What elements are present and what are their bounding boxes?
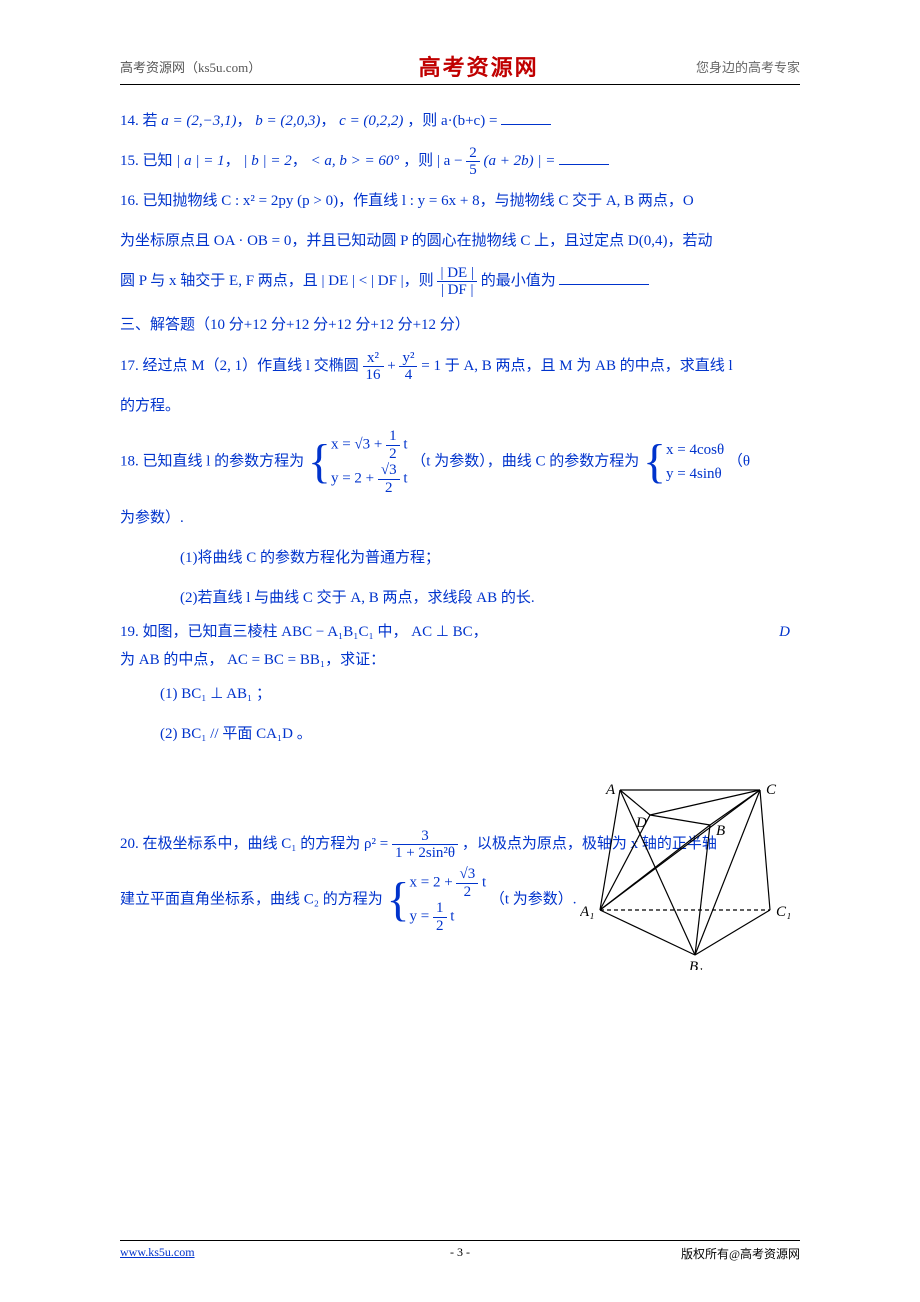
question-17-l1: 17. 经过点 M（2, 1）作直线 l 交椭圆 x² 16 + y² 4 = … [120,348,800,384]
q17-f2-num: y² [399,350,417,368]
q18-s1r2b: t [403,470,407,486]
q18-s2r2: y = 4sinθ [666,462,724,486]
question-15: 15. 已知 | a | = 1， | b | = 2， < a, b > = … [120,143,800,179]
q18-s1r1b: t [403,436,407,452]
q18-l1a: 18. 已知直线 l 的参数方程为 [120,453,308,469]
q15-expr-tail: (a + 2b) | = [484,153,560,169]
svg-text:D: D [635,815,647,831]
footer-center: - 3 - [120,1245,800,1260]
q15-frac: 2 5 [466,145,480,179]
q17-plus: + [387,358,399,374]
svg-text:B₁: B₁ [689,959,703,970]
q18-s1r2a: y = 2 + [331,470,378,486]
svg-text:A₁: A₁ [580,904,594,920]
brace-icon: { [308,438,331,486]
question-18-l2: 为参数）. [120,500,800,536]
svg-text:B: B [716,823,725,839]
question-16-l2: 为坐标原点且 OA · OB = 0，并且已知动圆 P 的圆心在抛物线 C 上，… [120,223,800,259]
header-left: 高考资源网（ks5u.com） [120,57,261,76]
q15-angle: < a, b > = 60° [311,153,400,169]
q20-sys: { x = 2 + √32 t y = 12 t [387,866,487,934]
question-19-l1: 19. 如图，已知直三棱柱 ABC − A₁B₁C₁ 中， AC ⊥ BC， D [120,620,800,644]
question-18-l1: 18. 已知直线 l 的参数方程为 { x = √3 + 12 t y = 2 … [120,428,800,496]
q20-frac: 3 1 + 2sin²θ [392,828,458,862]
q18-sys2: { x = 4cosθ y = 4sinθ [643,438,724,486]
q16-l3a: 圆 P 与 x 轴交于 E, F 两点，且 | DE | < | DF |，则 [120,273,437,289]
q17-frac1: x² 16 [363,350,384,384]
q15-expr-label: ，则 | a − [403,153,466,169]
q17-l1b: = 1 于 A, B 两点，且 M 为 AB 的中点，求直线 l [421,358,732,374]
q20-l2a: 建立平面直角坐标系，曲线 C₂ 的方程为 [120,891,387,907]
q16-frac-den: | DF | [437,282,477,299]
q18-sys1: { x = √3 + 12 t y = 2 + √32 t [308,428,408,496]
q20-s2-frac: 12 [433,900,447,934]
q15-frac-num: 2 [466,145,480,163]
section-3-header: 三、解答题（10 分+12 分+12 分+12 分+12 分+12 分） [120,313,800,334]
q19-l1b: D [779,620,790,644]
question-16-l3: 圆 P 与 x 轴交于 E, F 两点，且 | DE | < | DF |，则 … [120,263,800,299]
q20-s2a: y = [410,908,433,924]
q18-s1r1-frac: 12 [386,428,400,462]
q17-l1a: 17. 经过点 M（2, 1）作直线 l 交椭圆 [120,358,363,374]
q18-l1b: （t 为参数），曲线 C 的参数方程为 [411,453,643,469]
q18-l1c: （θ [728,453,750,469]
q20-s1a: x = 2 + [410,874,457,890]
q15-modb: | b | = 2 [243,153,291,169]
q20-s1-frac: √32 [456,866,478,900]
q18-s1r1a: x = √3 + [331,436,386,452]
brace-icon: { [643,438,666,486]
brace-icon: { [387,876,410,924]
q14-prefix: 14. 若 [120,113,158,129]
question-16-l1: 16. 已知抛物线 C : x² = 2py (p > 0)，作直线 l : y… [120,183,800,219]
q19-l1a: 19. 如图，已知直三棱柱 ABC − A₁B₁C₁ 中， AC ⊥ BC， [120,624,488,640]
q18-s2r1: x = 4cosθ [666,438,724,462]
q20-frac-den: 1 + 2sin²θ [392,845,458,862]
q17-frac2: y² 4 [399,350,417,384]
svg-text:C: C [766,782,777,798]
header-brand: 高考资源网 [419,50,539,82]
q16-frac-num: | DE | [437,265,477,283]
q14-a: a = (2,−3,1) [161,113,236,129]
q15-blank [559,150,609,165]
question-14: 14. 若 a = (2,−3,1)， b = (2,0,3)， c = (0,… [120,103,800,139]
q20-s1b: t [482,874,486,890]
q20-frac-num: 3 [392,828,458,846]
page-header: 高考资源网（ks5u.com） 高考资源网 您身边的高考专家 [120,50,800,85]
q20-l1a: 20. 在极坐标系中，曲线 C₁ 的方程为 ρ² = [120,836,392,852]
q17-f1-den: 16 [363,367,384,384]
svg-text:C₁: C₁ [776,904,790,920]
question-19-sub1: (1) BC₁ ⊥ AB₁ ； [120,676,800,712]
question-19-l2: 为 AB 的中点， AC = BC = BB₁，求证： [120,648,800,672]
question-18-sub2: (2)若直线 l 与曲线 C 交于 A, B 两点，求线段 AB 的长. [120,580,800,616]
svg-text:A: A [605,782,616,798]
q14-b: b = (2,0,3) [255,113,320,129]
header-right: 您身边的高考专家 [696,57,800,76]
q20-s2b: t [450,908,454,924]
q20-l2b: （t 为参数）. [490,891,577,907]
question-19-sub2: (2) BC₁ // 平面 CA₁D 。 [120,716,800,752]
q14-c: c = (0,2,2) [339,113,403,129]
q15-prefix: 15. 已知 [120,153,173,169]
q18-s1r2-frac: √32 [378,462,400,496]
q17-f1-num: x² [363,350,384,368]
q15-moda: | a | = 1 [176,153,224,169]
q14-tail: ，则 a·(b+c) = [407,113,501,129]
q19-diagram: A C B D A₁ C₁ B₁ [580,770,790,970]
question-17-l2: 的方程。 [120,388,800,424]
q16-l3b: 的最小值为 [481,273,556,289]
q14-blank [501,110,551,125]
q16-frac: | DE | | DF | [437,265,477,299]
q16-blank [559,270,649,285]
q15-frac-den: 5 [466,162,480,179]
question-18-sub1: (1)将曲线 C 的参数方程化为普通方程； [120,540,800,576]
page-footer: www.ks5u.com - 3 - 版权所有@高考资源网 [120,1240,800,1262]
q17-f2-den: 4 [399,367,417,384]
